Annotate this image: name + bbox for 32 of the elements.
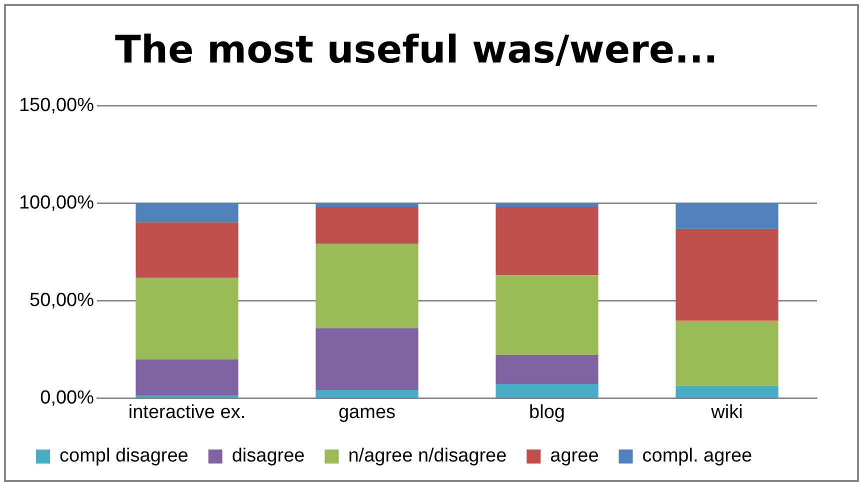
bar xyxy=(136,203,238,222)
bar xyxy=(136,278,238,360)
bar xyxy=(316,390,418,398)
bar xyxy=(676,386,778,398)
legend-label: compl disagree xyxy=(60,446,188,467)
legend-label: agree xyxy=(550,446,599,467)
bar xyxy=(316,328,418,390)
bar xyxy=(316,203,418,206)
bar xyxy=(496,354,598,384)
bar xyxy=(496,203,598,206)
y-tick-label: 150,00% xyxy=(18,94,94,116)
bar xyxy=(676,203,778,229)
bar xyxy=(496,275,598,355)
chart-title: The most useful was/were... xyxy=(115,28,718,72)
bar xyxy=(136,359,238,396)
legend-label: compl. agree xyxy=(642,446,752,467)
legend-label: disagree xyxy=(232,446,305,467)
x-tick-label: wiki xyxy=(710,402,743,423)
bar xyxy=(676,320,778,386)
y-tick-label: 0,00% xyxy=(40,387,94,408)
bar xyxy=(136,222,238,278)
x-tick-label: interactive ex. xyxy=(128,402,246,423)
x-tick-label: blog xyxy=(529,402,565,423)
bar xyxy=(316,244,418,328)
bar xyxy=(496,384,598,398)
x-tick-label: games xyxy=(338,402,396,423)
bar xyxy=(316,206,418,244)
y-tick-label: 50,00% xyxy=(30,290,94,311)
legend-label: n/agree n/disagree xyxy=(348,446,507,467)
bar xyxy=(676,228,778,321)
y-tick-label: 100,00% xyxy=(18,192,94,214)
bar xyxy=(496,206,598,276)
